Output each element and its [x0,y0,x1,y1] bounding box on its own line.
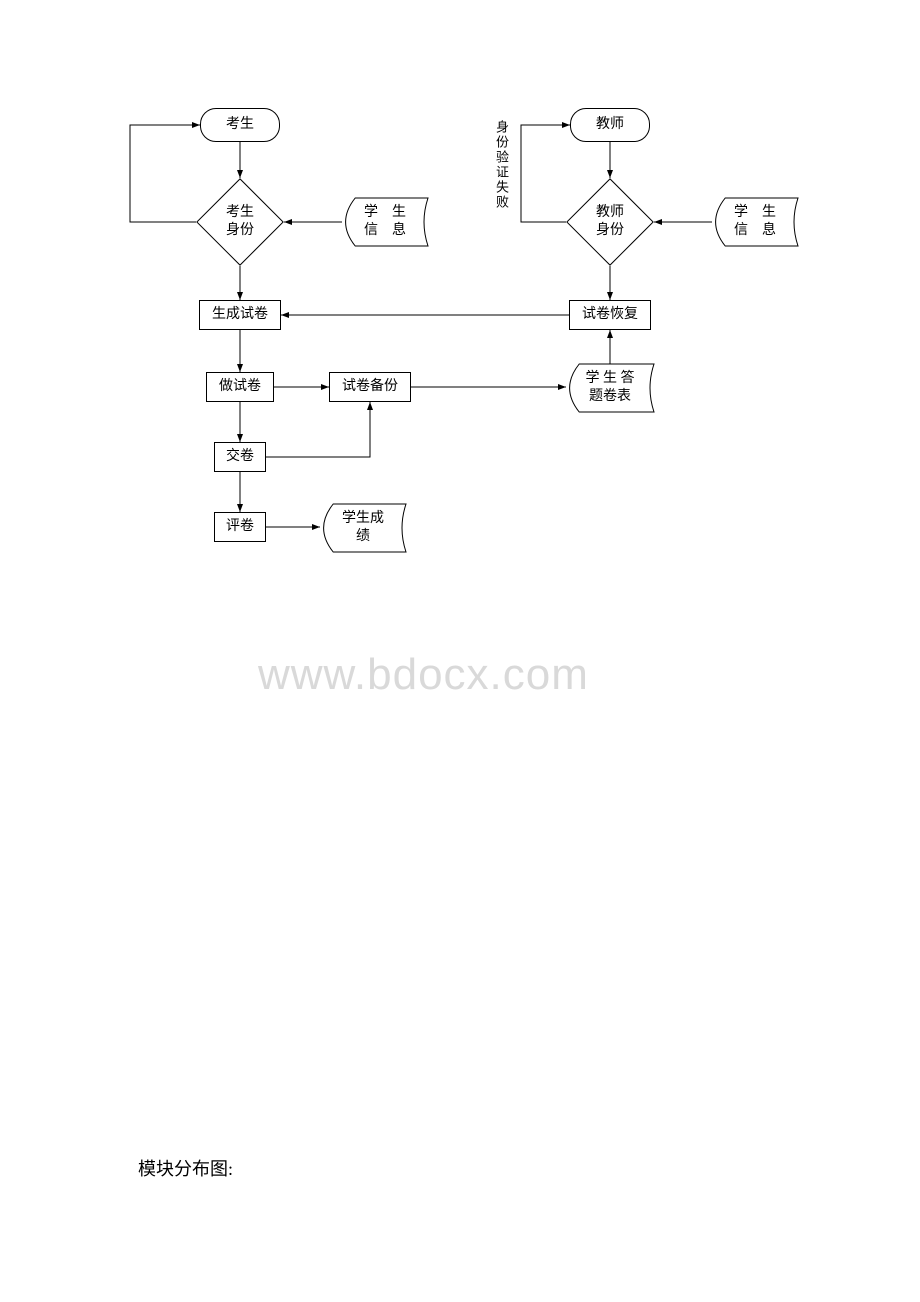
node-teacher-id-label: 教师 身份 [596,204,624,240]
node-teacher-label: 教师 [596,116,624,134]
node-student-id-label: 考生 身份 [226,204,254,240]
node-do-paper-label: 做试卷 [219,378,261,396]
node-student-info-r: 学 生 信 息 [712,198,798,246]
watermark: www.bdocx.com [258,650,589,700]
node-student-id: 考生 身份 [196,178,284,266]
node-backup-paper: 试卷备份 [329,372,411,402]
node-grade-paper: 评卷 [214,512,266,542]
node-answer-sheet-label: 学 生 答 题卷表 [586,370,635,406]
node-student-label: 考生 [226,116,254,134]
node-answer-sheet: 学 生 答 题卷表 [566,364,654,412]
node-teacher-id: 教师 身份 [566,178,654,266]
node-do-paper: 做试卷 [206,372,274,402]
node-student: 考生 [200,108,280,142]
footer-heading-text: 模块分布图: [138,1159,233,1179]
node-gen-paper: 生成试卷 [199,300,281,330]
watermark-text: www.bdocx.com [258,650,589,699]
node-student-info-l-label: 学 生 信 息 [364,204,406,240]
node-submit-paper-label: 交卷 [226,448,254,466]
node-teacher: 教师 [570,108,650,142]
node-submit-paper: 交卷 [214,442,266,472]
fail-label-text: 身份验证失败 [494,120,509,210]
node-student-info-r-label: 学 生 信 息 [734,204,776,240]
fail-label: 身份验证失败 [492,120,511,210]
node-restore-paper-label: 试卷恢复 [582,306,638,324]
node-student-score-label: 学生成 绩 [342,510,384,546]
node-backup-paper-label: 试卷备份 [342,378,398,396]
node-grade-paper-label: 评卷 [226,518,254,536]
footer-heading: 模块分布图: [138,1155,233,1181]
node-student-score: 学生成 绩 [320,504,406,552]
node-student-info-l: 学 生 信 息 [342,198,428,246]
node-restore-paper: 试卷恢复 [569,300,651,330]
node-gen-paper-label: 生成试卷 [212,306,268,324]
